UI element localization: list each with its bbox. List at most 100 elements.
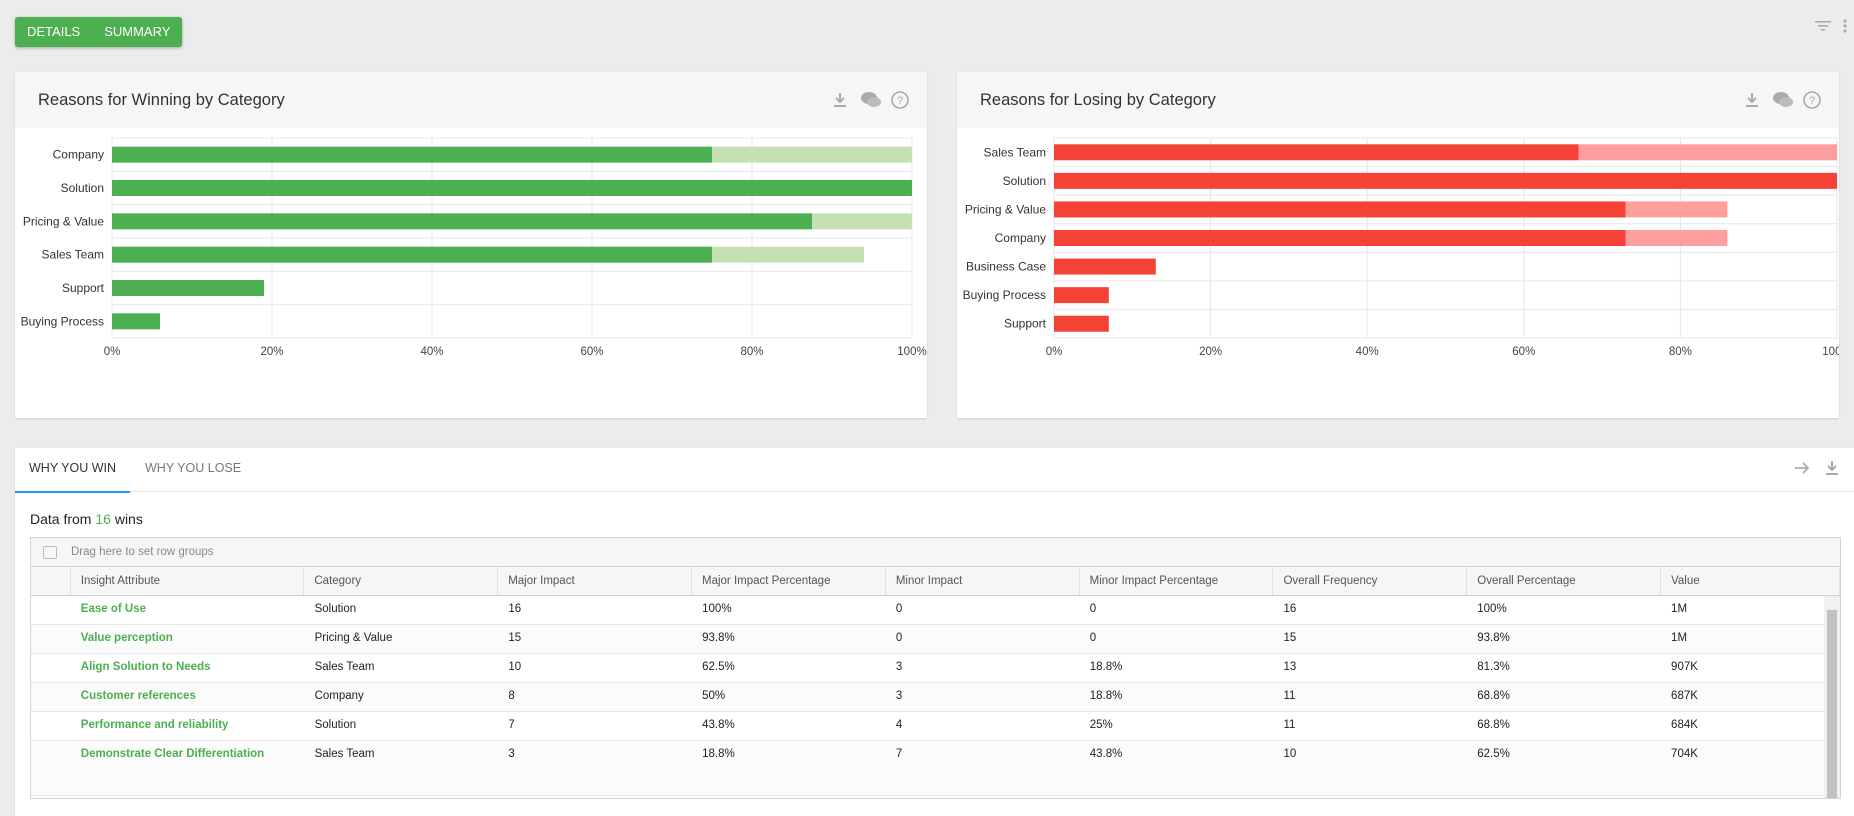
- y-category-label: Company: [53, 148, 104, 162]
- help-icon[interactable]: ?: [1801, 89, 1823, 111]
- y-category-label: Sales Team: [42, 248, 104, 262]
- table-cell: 0: [1089, 603, 1097, 615]
- table-row[interactable]: Ease of Use Solution 16 100% 0 0 16 100% 1M: [31, 596, 1840, 625]
- download-icon[interactable]: [1741, 89, 1763, 111]
- column-header[interactable]: Value: [1661, 567, 1840, 595]
- table-cell: 93.8%: [1477, 632, 1510, 644]
- help-icon[interactable]: ?: [889, 89, 911, 111]
- insights-grid: Drag here to set row groups Insight Attr…: [30, 537, 1841, 799]
- lose-bar-chart: 0% 20% 40% 60% 80% 100% Sales Team Solution Pric…: [963, 137, 1839, 358]
- insight-attribute-link[interactable]: Align Solution to Needs: [80, 661, 211, 673]
- table-cell: Sales Team: [314, 748, 375, 760]
- table-row[interactable]: Align Solution to Needs Sales Team 10 62.5%…: [31, 654, 1840, 683]
- insight-attribute-link[interactable]: Customer references: [80, 690, 196, 702]
- table-row[interactable]: Value perception Pricing & Value 15 93.8% 0 0…: [31, 625, 1840, 654]
- summary-suffix: wins: [110, 511, 143, 527]
- x-tick-label: 60%: [1512, 346, 1535, 358]
- comments-icon[interactable]: [1771, 89, 1793, 111]
- table-cell: 704K: [1671, 748, 1698, 760]
- column-header[interactable]: Insight Attribute: [71, 567, 305, 595]
- table-cell: Sales Team: [314, 661, 375, 673]
- y-category-label: Support: [1004, 317, 1047, 331]
- table-cell: 81.3%: [1477, 661, 1510, 673]
- table-cell: 0: [895, 603, 903, 615]
- tab-why-you-lose[interactable]: WHY YOU LOSE: [145, 461, 242, 475]
- column-header[interactable]: Major Impact Percentage: [692, 567, 886, 595]
- bar-major: [1054, 287, 1109, 304]
- row-spacer: [31, 596, 71, 624]
- table-row[interactable]: Demonstrate Clear Differentiation Sales T…: [31, 741, 1840, 796]
- insight-attribute-link[interactable]: Provide Expert Insights: [71, 796, 305, 798]
- column-header[interactable]: Minor Impact Percentage: [1080, 567, 1274, 595]
- table-cell: 7: [886, 796, 1080, 798]
- table-cell: 7: [508, 719, 515, 731]
- data-summary: Data from 16 wins: [30, 511, 143, 527]
- table-cell: 1M: [1671, 603, 1688, 615]
- x-tick-label: 20%: [1199, 346, 1222, 358]
- bar-minor: [1578, 144, 1837, 161]
- table-cell: 62.5%: [1477, 748, 1510, 760]
- table-cell: 15: [1283, 632, 1297, 644]
- bar-major: [112, 146, 712, 163]
- y-category-label: Business Case: [966, 260, 1046, 274]
- win-chart-card: Reasons for Winning by Category ? 0% 20% 4…: [15, 72, 927, 418]
- row-spacer: [31, 654, 71, 682]
- column-header[interactable]: Overall Frequency: [1273, 567, 1468, 595]
- more-vert-icon[interactable]: [1842, 18, 1848, 39]
- bar-major: [1054, 201, 1626, 218]
- table-row[interactable]: Customer references Company 8 50% 3 18.8% 11 68…: [31, 683, 1840, 712]
- table-cell: 10: [1283, 748, 1297, 760]
- win-count: 16: [95, 511, 111, 527]
- row-group-placeholder: Drag here to set row groups: [71, 546, 214, 558]
- table-cell: 4: [895, 719, 903, 731]
- svg-text:?: ?: [1809, 95, 1815, 107]
- details-button[interactable]: DETAILS: [27, 24, 81, 39]
- y-category-label: Company: [995, 231, 1046, 245]
- bar-minor: [1625, 230, 1728, 246]
- bar-major: [1054, 144, 1579, 161]
- insight-attribute-link[interactable]: Ease of Use: [80, 603, 146, 615]
- column-header[interactable]: Major Impact: [498, 567, 692, 595]
- x-tick-label: 0%: [1046, 346, 1063, 358]
- table-cell: 15: [508, 632, 522, 644]
- table-cell: 25%: [1089, 719, 1113, 731]
- column-header[interactable]: Minor Impact: [886, 567, 1080, 595]
- win-bar-chart: 0% 20% 40% 60% 80% 100% Company Solution Pricing…: [21, 137, 927, 358]
- y-category-label: Pricing & Value: [965, 202, 1046, 216]
- column-header[interactable]: Category: [304, 567, 499, 595]
- x-tick-label: 20%: [260, 346, 283, 358]
- win-chart-title: Reasons for Winning by Category: [38, 91, 285, 109]
- table-cell: 18.8%: [702, 748, 735, 760]
- table-cell: Sales Team: [305, 796, 499, 798]
- table-cell: Pricing & Value: [314, 632, 393, 644]
- grid-scrollbar[interactable]: [1824, 596, 1840, 798]
- insight-attribute-link[interactable]: Demonstrate Clear Differentiation: [80, 748, 265, 760]
- table-cell: 7: [895, 748, 903, 760]
- insight-attribute-link[interactable]: Performance and reliability: [80, 719, 229, 731]
- table-cell: 3: [895, 690, 903, 702]
- table-cell: 711K: [1661, 796, 1840, 798]
- table-row[interactable]: Provide Expert InsightsSales Team212.5%7…: [31, 796, 1840, 798]
- download-icon[interactable]: [1822, 458, 1842, 483]
- bar-major: [1054, 315, 1109, 332]
- tab-why-you-win[interactable]: WHY YOU WIN: [15, 448, 131, 493]
- table-cell: 50%: [702, 690, 726, 702]
- arrow-right-icon[interactable]: [1792, 458, 1812, 483]
- y-category-label: Buying Process: [21, 314, 104, 328]
- row-group-panel[interactable]: Drag here to set row groups: [31, 538, 1840, 567]
- x-tick-label: 80%: [740, 346, 763, 358]
- column-header[interactable]: Overall Percentage: [1467, 567, 1662, 595]
- table-cell: 10: [508, 661, 522, 673]
- download-icon[interactable]: [829, 89, 851, 111]
- filter-icon[interactable]: [1814, 18, 1832, 39]
- insight-attribute-link[interactable]: Value perception: [80, 632, 173, 644]
- table-cell: 13: [1283, 661, 1297, 673]
- table-cell: Solution: [314, 719, 357, 731]
- summary-button[interactable]: SUMMARY: [104, 24, 171, 39]
- table-row[interactable]: Performance and reliability Solution 7 43.8…: [31, 712, 1840, 741]
- table-cell: 16: [1283, 603, 1297, 615]
- bar-major: [112, 313, 160, 330]
- y-category-label: Support: [62, 281, 105, 295]
- summary-prefix: Data from: [30, 511, 96, 527]
- comments-icon[interactable]: [859, 89, 881, 111]
